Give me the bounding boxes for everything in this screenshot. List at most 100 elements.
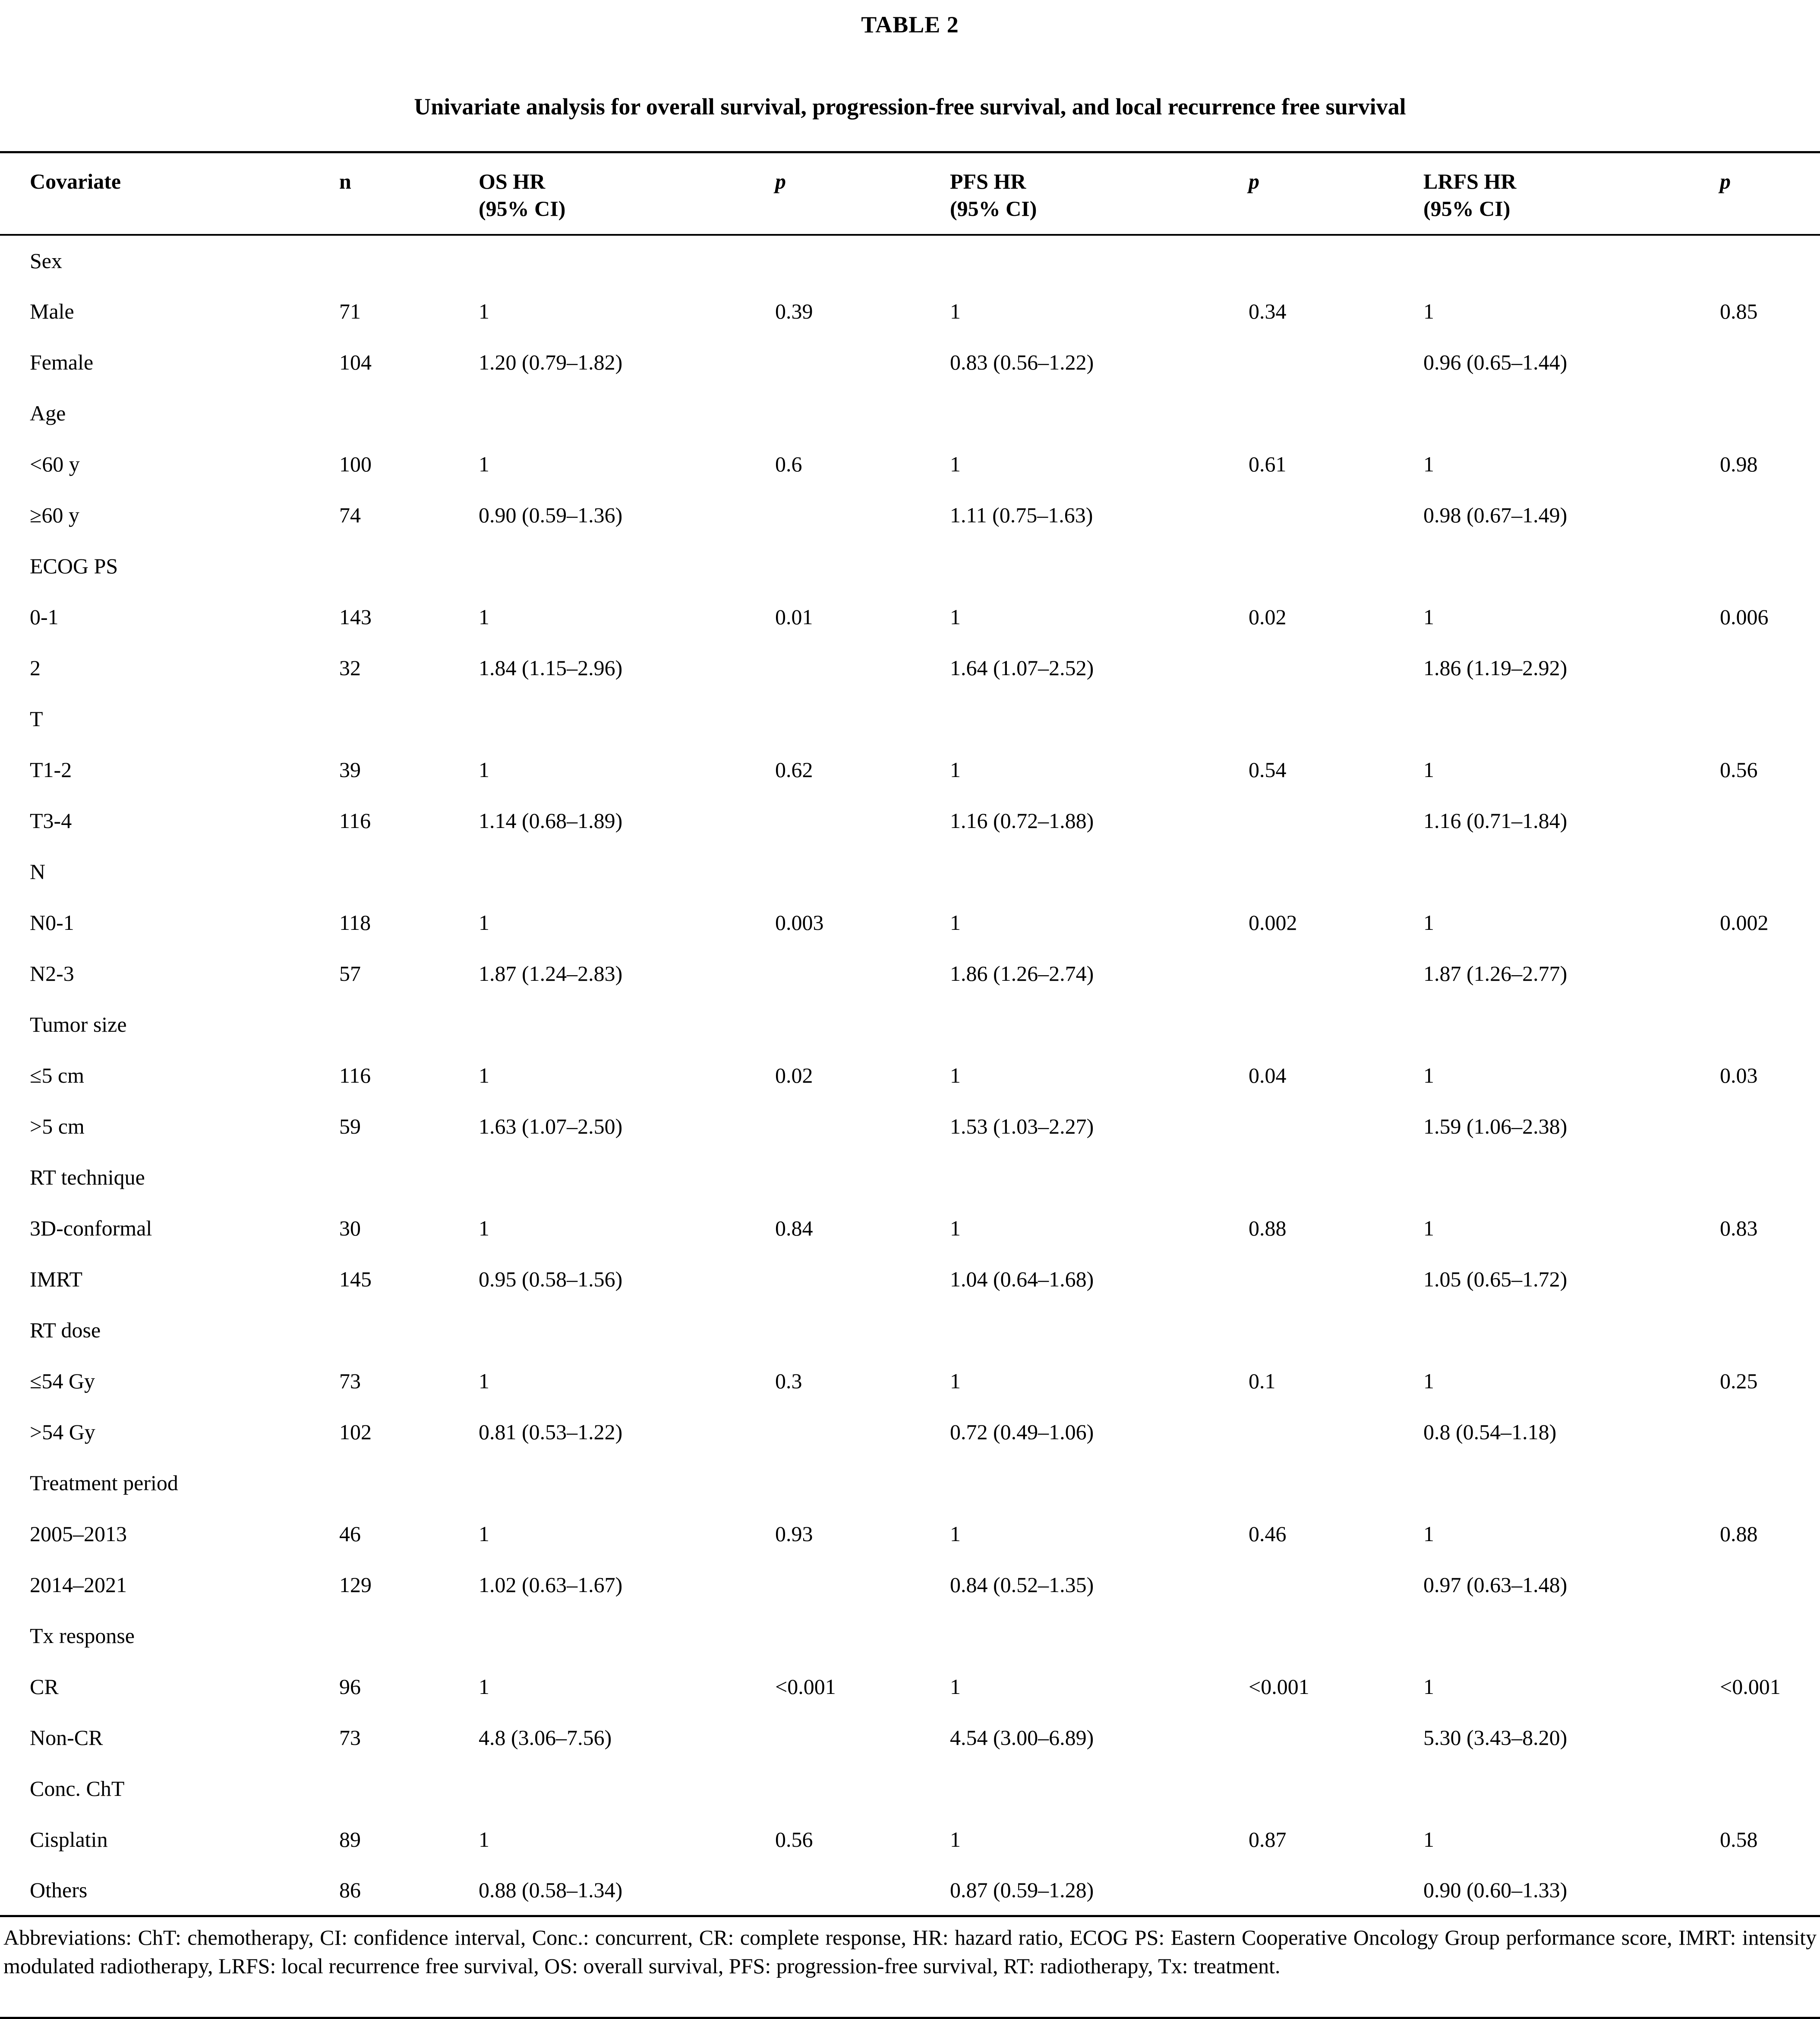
- table-row: CR 96 1 <0.001 1 <0.001 1 <0.001: [0, 1661, 1820, 1712]
- table-cell: 0.25: [1720, 1369, 1758, 1393]
- table-cell: [1249, 795, 1423, 846]
- table-cell: [1720, 1559, 1820, 1610]
- table-row: N0-1 118 1 0.003 1 0.002 1 0.002: [0, 897, 1820, 948]
- table-cell: 1: [479, 1675, 489, 1699]
- table-cell: 1: [1423, 758, 1434, 782]
- table-cell: 0.02: [1249, 605, 1287, 629]
- table-cell: 89: [339, 1827, 361, 1852]
- table-cell: [1249, 1865, 1423, 1916]
- table-cell: 4.8 (3.06–7.56): [479, 1725, 612, 1750]
- column-header: Covariate: [30, 169, 121, 193]
- table-cell: 1: [479, 1827, 489, 1852]
- table-cell: 0.85: [1720, 299, 1758, 323]
- table-cell: 1: [950, 1675, 961, 1699]
- table-body: Sex Male 71 1 0.39 1 0.34 1 0.85 Female 104 1.20 (0…: [0, 235, 1820, 1916]
- table-cell: 0.72 (0.49–1.06): [950, 1420, 1094, 1444]
- table-row: 3D-conformal 30 1 0.84 1 0.88 1 0.83: [0, 1203, 1820, 1254]
- table-cell: T3-4: [30, 809, 72, 833]
- table-cell: 1: [1423, 1675, 1434, 1699]
- table-cell: 0.03: [1720, 1063, 1758, 1087]
- table-cell: [1720, 1712, 1820, 1763]
- table-cell: 1.20 (0.79–1.82): [479, 350, 623, 374]
- table-cell: [1249, 1254, 1423, 1305]
- table-cell: [775, 1406, 950, 1457]
- table-cell: 0.88 (0.58–1.34): [479, 1877, 623, 1902]
- table-cell: [1249, 490, 1423, 540]
- table-cell: 46: [339, 1522, 361, 1546]
- table-cell: 1: [1423, 910, 1434, 935]
- table-cell: 0.84 (0.52–1.35): [950, 1573, 1094, 1597]
- table-cell: 118: [339, 910, 371, 935]
- table-row: ≤5 cm 116 1 0.02 1 0.04 1 0.03: [0, 1050, 1820, 1101]
- column-header: p: [775, 169, 786, 193]
- group-row: T: [0, 693, 1820, 744]
- bottom-rule: [0, 2017, 1820, 2019]
- table-cell: 39: [339, 758, 361, 782]
- table-cell: 0.98: [1720, 452, 1758, 476]
- table-cell: 0.87: [1249, 1827, 1287, 1852]
- table-cell: 143: [339, 605, 372, 629]
- table-cell: 1: [479, 758, 489, 782]
- table-cell: 0.83: [1720, 1216, 1758, 1240]
- group-row: ECOG PS: [0, 540, 1820, 591]
- table-cell: 0.002: [1249, 910, 1297, 935]
- table-cell: 1: [1423, 1369, 1434, 1393]
- table-cell: 57: [339, 961, 361, 986]
- group-label: N: [30, 859, 46, 884]
- table-cell: 1: [479, 1216, 489, 1240]
- table-cell: 1.02 (0.63–1.67): [479, 1573, 623, 1597]
- table-cell: 1: [1423, 1063, 1434, 1087]
- table-cell: [1720, 1406, 1820, 1457]
- group-label: Age: [30, 401, 66, 425]
- column-header: OS HR (95% CI): [479, 169, 566, 221]
- table-cell: 1: [950, 1369, 961, 1393]
- table-cell: 1.86 (1.19–2.92): [1423, 656, 1568, 680]
- table-cell: [775, 795, 950, 846]
- group-row: Treatment period: [0, 1457, 1820, 1508]
- table-cell: ≤5 cm: [30, 1063, 85, 1087]
- table-row: >54 Gy 102 0.81 (0.53–1.22) 0.72 (0.49–1.06…: [0, 1406, 1820, 1457]
- table-cell: 30: [339, 1216, 361, 1240]
- table-cell: 0.003: [775, 910, 824, 935]
- table-cell: 0.90 (0.60–1.33): [1423, 1877, 1568, 1902]
- table-row: T1-2 39 1 0.62 1 0.54 1 0.56: [0, 744, 1820, 795]
- table-cell: 0.58: [1720, 1827, 1758, 1852]
- table-cell: [1249, 337, 1423, 388]
- table-cell: CR: [30, 1675, 59, 1699]
- column-header: n: [339, 169, 351, 193]
- table-cell: 1.64 (1.07–2.52): [950, 656, 1094, 680]
- table-cell: [775, 1865, 950, 1916]
- table-cell: 32: [339, 656, 361, 680]
- table-row: Female 104 1.20 (0.79–1.82) 0.83 (0.56–1.22…: [0, 337, 1820, 388]
- table-cell: 1: [950, 299, 961, 323]
- table-cell: 0.01: [775, 605, 813, 629]
- group-row: Age: [0, 388, 1820, 439]
- table-cell: [1720, 1254, 1820, 1305]
- table-cell: [1720, 948, 1820, 999]
- table-cell: 0.84: [775, 1216, 813, 1240]
- table-cell: 0.93: [775, 1522, 813, 1546]
- table-row: <60 y 100 1 0.6 1 0.61 1 0.98: [0, 439, 1820, 490]
- table-cell: Others: [30, 1877, 88, 1902]
- table-cell: 1: [950, 605, 961, 629]
- table-cell: 1: [950, 910, 961, 935]
- table-cell: [775, 337, 950, 388]
- table-row: IMRT 145 0.95 (0.58–1.56) 1.04 (0.64–1.68) 1…: [0, 1254, 1820, 1305]
- group-row: RT dose: [0, 1305, 1820, 1355]
- group-label: Tumor size: [30, 1012, 127, 1036]
- table-cell: 1: [479, 299, 489, 323]
- header-row: Covariate n OS HR (95% CI) p PFS HR (95% CI)…: [0, 152, 1820, 235]
- table-cell: 0.39: [775, 299, 813, 323]
- table-cell: 1.04 (0.64–1.68): [950, 1267, 1094, 1291]
- table-cell: 73: [339, 1725, 361, 1750]
- table-cell: 0.6: [775, 452, 802, 476]
- table-row: >5 cm 59 1.63 (1.07–2.50) 1.53 (1.03–2.27) 1…: [0, 1101, 1820, 1152]
- table-cell: 100: [339, 452, 372, 476]
- table-cell: 1.05 (0.65–1.72): [1423, 1267, 1568, 1291]
- table-cell: 1.87 (1.24–2.83): [479, 961, 623, 986]
- table-header: Covariate n OS HR (95% CI) p PFS HR (95% CI)…: [0, 152, 1820, 235]
- table-cell: 0.56: [775, 1827, 813, 1852]
- table-cell: 0.04: [1249, 1063, 1287, 1087]
- table-cell: 1: [950, 452, 961, 476]
